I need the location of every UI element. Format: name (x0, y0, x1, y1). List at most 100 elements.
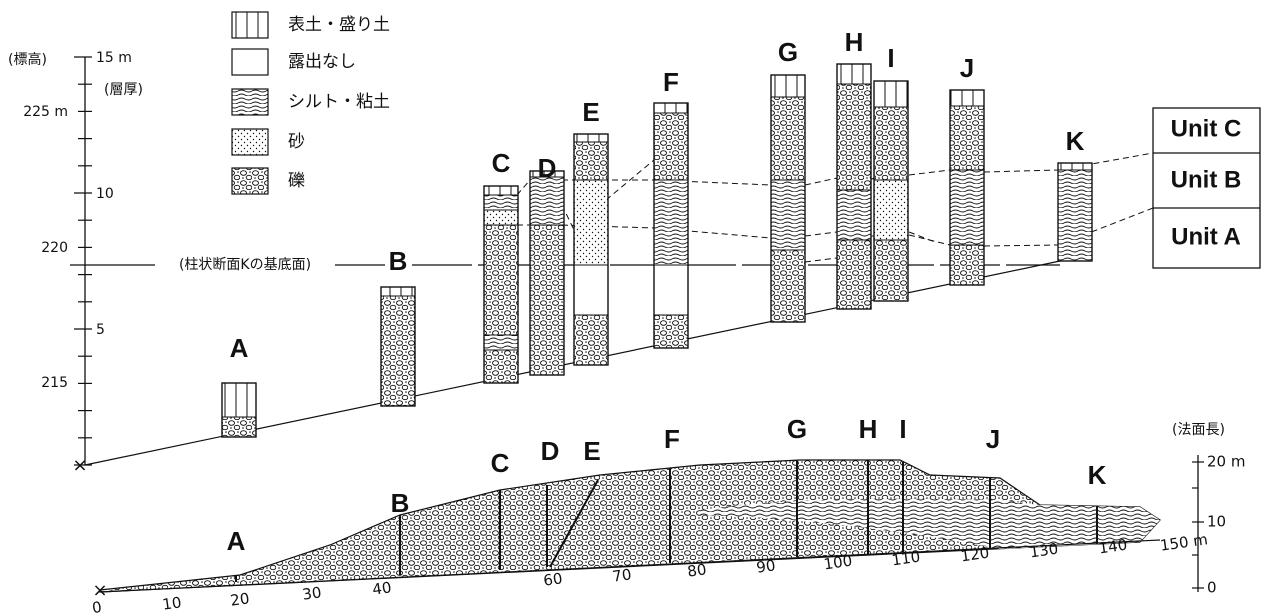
axis-tick-label: 120 (959, 544, 990, 566)
column-layer (874, 180, 908, 240)
column-label: K (1066, 126, 1085, 156)
column-layer (874, 81, 908, 107)
column-layer (950, 245, 984, 285)
axis-tick-label: 100 (822, 552, 853, 574)
column-layer (654, 113, 688, 180)
axis-tick-label: 20 (229, 589, 250, 609)
profile-label: B (391, 488, 410, 518)
column-layer (484, 225, 518, 335)
axis-tick-label: 30 (301, 583, 322, 603)
axis-tick-label: 0 (1207, 579, 1217, 597)
column-layer (574, 265, 608, 315)
column-layer (484, 186, 518, 195)
axis-tick-label: 110 (890, 548, 921, 570)
column-label: I (887, 43, 894, 73)
column-layer (484, 335, 518, 350)
column-layer (1058, 170, 1092, 261)
column-layer (381, 287, 415, 296)
column-layer (530, 225, 564, 375)
column-label: C (492, 148, 511, 178)
axis-label: (法面長) (1172, 422, 1225, 438)
profile-label: H (859, 414, 878, 444)
axis-tick-label: 70 (611, 565, 632, 585)
column-layer (950, 106, 984, 170)
column-layer (222, 383, 256, 417)
column-label: F (663, 67, 679, 97)
legend-swatch (232, 12, 268, 38)
column-layer (654, 315, 688, 348)
axis-tick-label: 150 m (1159, 530, 1209, 555)
axis-tick-label: 225 m (23, 104, 68, 120)
axis-tick-label: 130 (1028, 540, 1059, 562)
profile-label: A (227, 526, 246, 556)
column-label: B (389, 246, 408, 276)
axis-tick-label: 140 (1097, 536, 1128, 558)
column-layer (837, 84, 871, 190)
legend-swatch (232, 129, 268, 155)
column-layer (574, 180, 608, 265)
axis-tick-label: 10 (161, 593, 182, 613)
column-layer (654, 103, 688, 113)
column-layer (771, 180, 805, 250)
legend-swatch (232, 89, 268, 115)
legend-label: 礫 (288, 171, 305, 191)
axis-tick-label: 10 (96, 186, 114, 202)
axis-tick-label: 60 (542, 569, 563, 589)
axis-tick-label: 5 (96, 322, 105, 338)
unit-label: Unit C (1171, 115, 1242, 142)
column-layer (771, 97, 805, 180)
axis-tick-label: 220 (41, 240, 68, 256)
column-layer (654, 180, 688, 265)
profile-label: D (541, 436, 560, 466)
column-layer (771, 75, 805, 97)
column-layer (574, 134, 608, 142)
column-layer (950, 170, 984, 245)
column-layer (874, 107, 908, 180)
column-layer (837, 240, 871, 309)
axis-label: (標高) (8, 51, 47, 68)
axis-label: (層厚) (104, 82, 143, 98)
unit-label: Unit B (1171, 166, 1242, 193)
legend-label: 露出なし (288, 52, 356, 72)
column-layer (1058, 163, 1092, 170)
column-label: G (778, 37, 798, 67)
column-layer (771, 250, 805, 322)
axis-tick-label: 80 (686, 560, 707, 580)
column-layer (837, 64, 871, 84)
axis-tick-label: 40 (371, 578, 392, 598)
profile-label: I (899, 414, 906, 444)
column-layer (381, 296, 415, 406)
column-layer (484, 350, 518, 383)
column-label: J (960, 53, 974, 83)
legend-label: 表土・盛り土 (288, 15, 390, 35)
column-layer (837, 190, 871, 240)
column-layer (222, 417, 256, 437)
column-layer (654, 265, 688, 315)
column-layer (874, 240, 908, 301)
axis-tick-label: 15 m (96, 50, 132, 66)
column-label: H (845, 27, 864, 57)
column-layer (530, 177, 564, 225)
axis-tick-label: 20 m (1207, 453, 1245, 471)
column-layer (574, 315, 608, 365)
legend-label: 砂 (288, 132, 305, 152)
legend-label: シルト・粘土 (288, 92, 390, 112)
base-label: (柱状断面Kの基底面) (179, 256, 311, 273)
legend-swatch (232, 49, 268, 75)
axis-tick-label: 10 (1207, 513, 1226, 531)
geologic-section: × × 表土・盛り土露出なしシルト・粘土砂礫(標高)(層厚)15 m225 m1… (0, 0, 1268, 615)
profile-label: K (1088, 460, 1107, 490)
profile-label: F (664, 424, 680, 454)
column-label: E (582, 97, 599, 127)
profile-label: G (787, 414, 807, 444)
axis-tick-label: 90 (755, 556, 776, 576)
column-label: A (230, 333, 249, 363)
column-layer (484, 195, 518, 210)
column-layer (574, 142, 608, 180)
column-label: D (538, 153, 557, 183)
unit-label: Unit A (1171, 223, 1241, 250)
legend-swatch (232, 168, 268, 194)
profile-label: C (491, 448, 510, 478)
profile-label: E (583, 436, 600, 466)
profile-label: J (986, 424, 1000, 454)
